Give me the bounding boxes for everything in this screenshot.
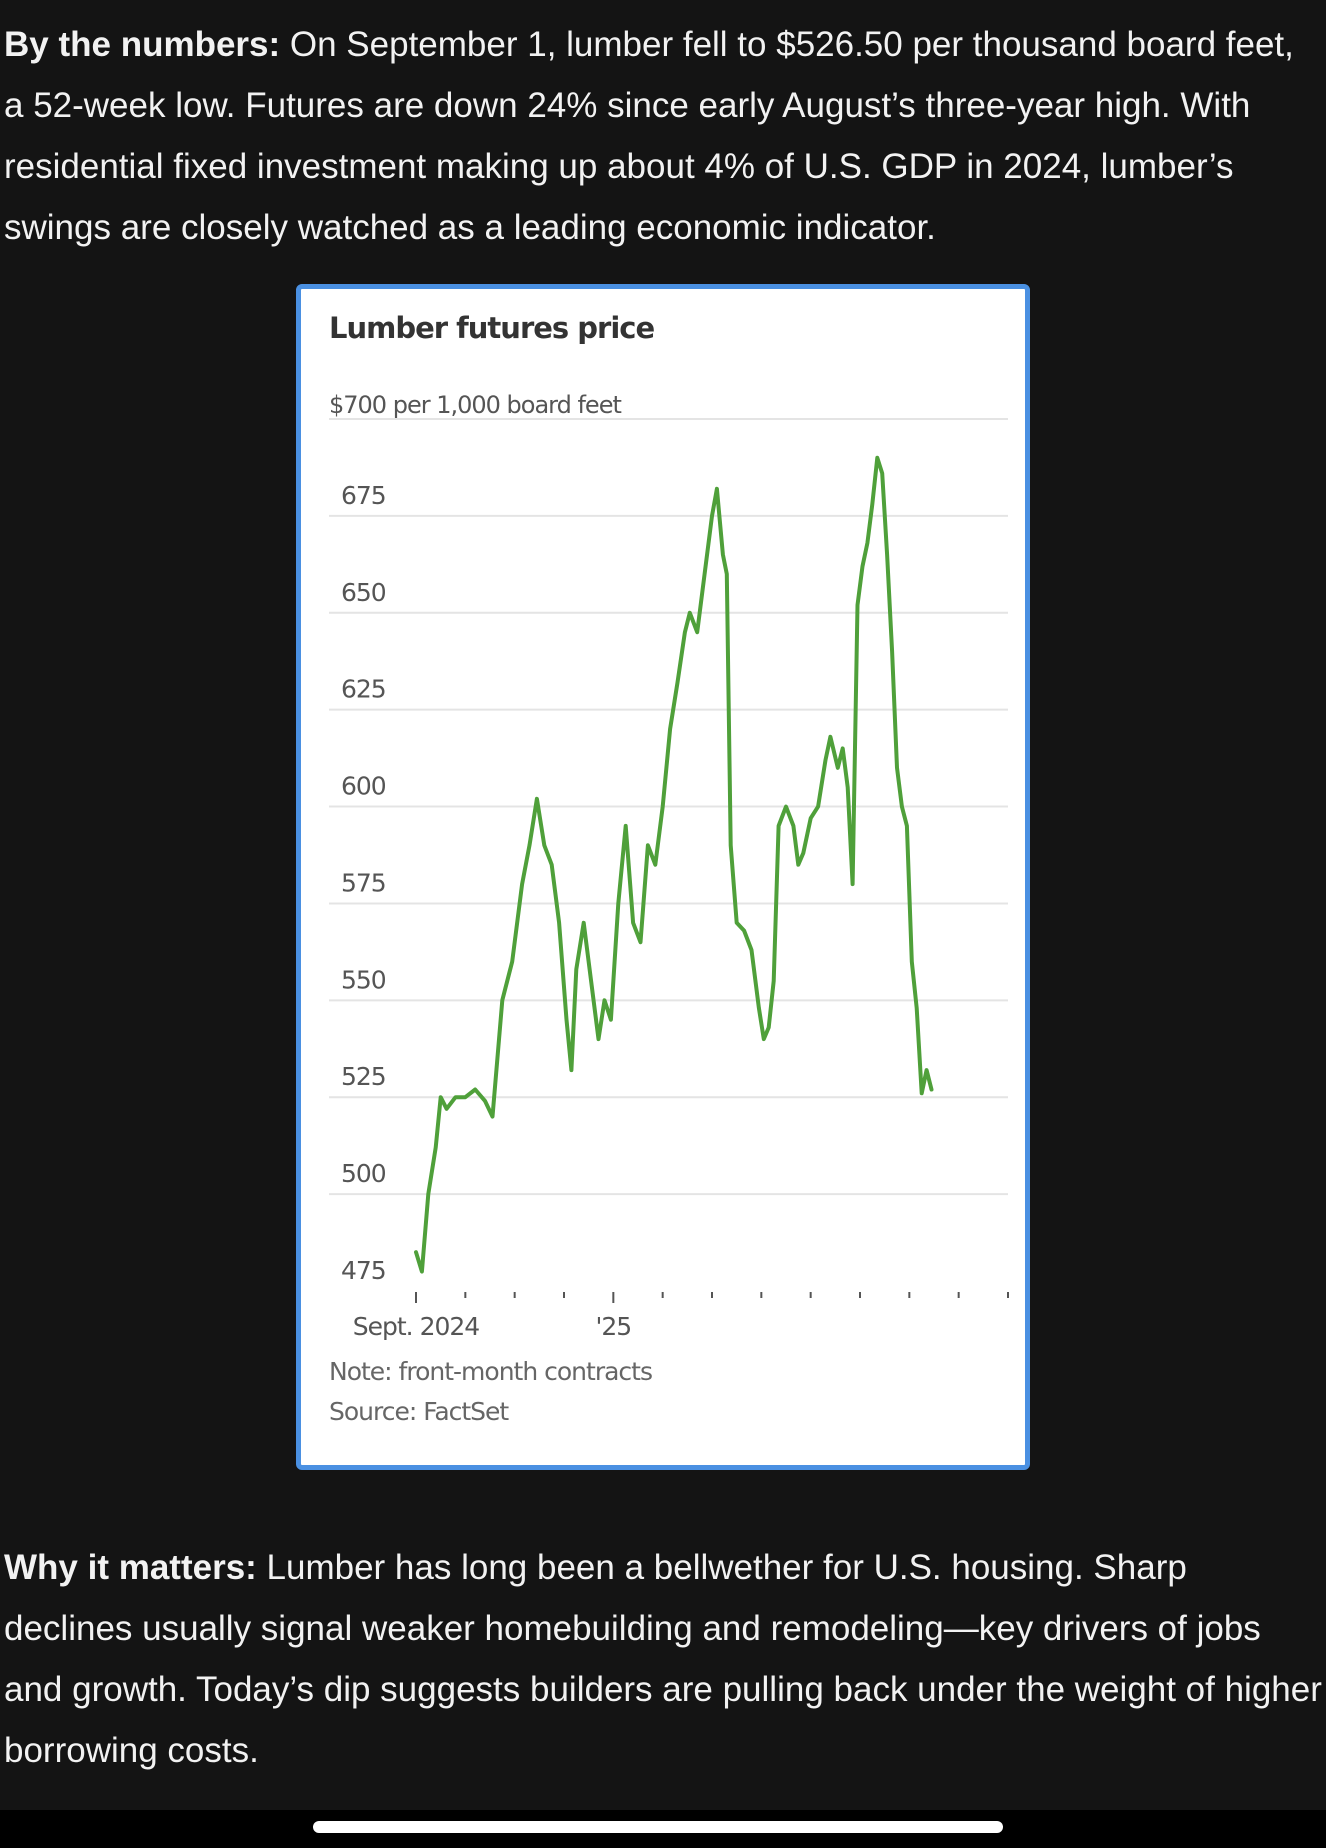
y-tick-label: 625 bbox=[341, 675, 386, 704]
paragraph-body: On September 1, lumber fell to $526.50 p… bbox=[4, 25, 1294, 247]
paragraph-body: Lumber has long been a bellwether for U.… bbox=[4, 1548, 1322, 1770]
y-tick-label: 525 bbox=[341, 1062, 386, 1091]
y-tick-label: 650 bbox=[341, 578, 386, 607]
y-tick-label: 600 bbox=[341, 772, 386, 801]
y-tick-label: 575 bbox=[341, 868, 386, 897]
paragraph-by-the-numbers: By the numbers: On September 1, lumber f… bbox=[4, 14, 1322, 258]
y-tick-label: 675 bbox=[341, 481, 386, 510]
chart-note: Note: front-month contracts bbox=[329, 1357, 653, 1386]
paragraph-lead: By the numbers: bbox=[4, 25, 281, 64]
chart-source: Source: FactSet bbox=[329, 1397, 509, 1426]
lumber-line-chart: $700 per 1,000 board feet 675 650 625 600 575… bbox=[329, 391, 1009, 1341]
home-indicator[interactable] bbox=[313, 1821, 1003, 1833]
y-tick-label: 550 bbox=[341, 965, 386, 994]
x-tick-label: Sept. 2024 bbox=[353, 1312, 480, 1341]
chart-title: Lumber futures price bbox=[329, 311, 655, 345]
series-line bbox=[414, 455, 934, 1274]
chart-card: Lumber futures price $700 per 1,000 boar… bbox=[296, 284, 1030, 1470]
x-tick-label: '25 bbox=[595, 1312, 631, 1341]
paragraph-lead: Why it matters: bbox=[4, 1548, 257, 1587]
y-axis-title: $700 per 1,000 board feet bbox=[329, 391, 621, 419]
paragraph-why-it-matters: Why it matters: Lumber has long been a b… bbox=[4, 1537, 1322, 1781]
y-tick-label: 475 bbox=[341, 1256, 386, 1285]
y-tick-label: 500 bbox=[341, 1159, 386, 1188]
